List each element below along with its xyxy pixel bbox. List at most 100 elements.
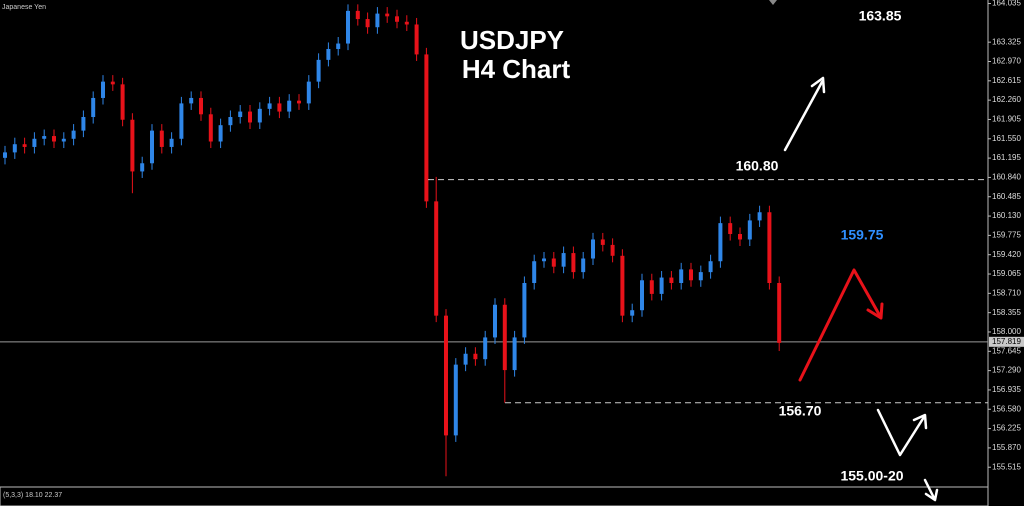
candle-body <box>306 81 311 104</box>
candle-body <box>571 253 576 273</box>
candle-body <box>375 13 380 28</box>
candle-body <box>179 103 184 139</box>
candle-body <box>189 97 194 104</box>
candle-body <box>101 81 105 98</box>
y-tick-label: 156.225 <box>992 424 1021 433</box>
chart-subtitle: H4 Chart <box>462 54 571 84</box>
candle-body <box>747 220 752 240</box>
y-tick-label: 158.710 <box>992 288 1021 297</box>
candle-body <box>218 125 223 142</box>
candle-body <box>600 239 605 245</box>
y-tick-label: 156.935 <box>992 385 1021 394</box>
candle-body <box>757 212 762 221</box>
candle-body <box>551 258 556 267</box>
arrowhead <box>924 488 939 502</box>
plot-area <box>0 4 988 477</box>
candle-body <box>512 337 517 371</box>
y-tick-label: 160.840 <box>992 173 1021 182</box>
candle-body <box>110 81 115 85</box>
candle-body <box>159 130 164 147</box>
annotation: 155.00-20 <box>840 468 903 484</box>
y-tick-label: 159.065 <box>992 269 1021 278</box>
candle-body <box>689 269 693 281</box>
candle-body <box>326 48 331 60</box>
candle-body <box>42 136 47 139</box>
candle-body <box>414 24 419 55</box>
candle-body <box>395 16 399 22</box>
y-tick-label: 162.615 <box>992 76 1021 85</box>
arrow-v <box>876 408 926 457</box>
candle-body <box>248 111 252 123</box>
candle-body <box>522 283 527 338</box>
candle-body <box>463 353 468 365</box>
candle-body <box>708 261 713 273</box>
candle-body <box>610 244 615 256</box>
arrowhead <box>866 302 884 320</box>
candle-body <box>297 100 301 104</box>
candle-body <box>581 258 586 273</box>
arrowhead <box>810 76 826 94</box>
candle-body <box>659 277 664 294</box>
y-tick-label: 162.970 <box>992 57 1021 66</box>
y-tick-label: 159.775 <box>992 230 1021 239</box>
instrument-label: Japanese Yen <box>2 4 46 11</box>
annotation: 159.75 <box>841 227 884 243</box>
arrowhead <box>912 413 928 430</box>
y-tick-label: 160.130 <box>992 211 1021 220</box>
candle-body <box>434 201 439 316</box>
candle-body <box>620 255 625 316</box>
y-tick-label: 155.870 <box>992 443 1021 452</box>
y-tick-label: 159.420 <box>992 250 1021 259</box>
arrow-up <box>783 80 824 152</box>
candle-body <box>81 117 86 131</box>
y-tick-label: 160.485 <box>992 192 1021 201</box>
scenario-arrows <box>783 76 939 502</box>
y-tick-label: 162.260 <box>992 95 1021 104</box>
y-tick-label: 163.325 <box>992 37 1021 46</box>
candle-body <box>91 97 96 118</box>
candle-body <box>424 54 429 202</box>
candle-body <box>346 10 350 44</box>
indicator-label: (5,3,3) 18.10 22.37 <box>3 492 62 499</box>
arrow-red <box>798 268 882 382</box>
candle-body <box>267 103 272 109</box>
current-price-label: 157.819 <box>992 337 1021 346</box>
y-tick-label: 161.550 <box>992 134 1021 143</box>
candle-body <box>473 353 478 360</box>
candle-body <box>493 304 497 338</box>
candle-body <box>453 364 458 436</box>
candle-body <box>483 337 488 360</box>
candle-body <box>32 138 37 147</box>
candle-body <box>71 130 76 139</box>
level-label: 156.70 <box>779 403 822 419</box>
candle-body <box>532 261 537 284</box>
candle-body <box>777 283 782 343</box>
candle-body <box>561 253 566 267</box>
chart-title: USDJPY <box>460 25 564 55</box>
y-tick-label: 161.905 <box>992 115 1021 124</box>
candle-body <box>316 59 321 82</box>
candle-body <box>169 138 174 147</box>
candle-body <box>120 84 125 120</box>
candle-body <box>52 136 56 142</box>
candle-body <box>385 13 390 17</box>
candle-body <box>355 10 360 20</box>
candle-body <box>738 234 742 240</box>
candle-body <box>12 144 17 153</box>
candle-body <box>542 258 546 262</box>
candle-body <box>679 269 684 284</box>
candle-body <box>767 212 772 284</box>
indicator-panel <box>0 486 989 506</box>
y-tick-label: 158.000 <box>992 327 1021 336</box>
candle-body <box>228 117 233 126</box>
candle-body <box>208 114 213 142</box>
y-tick-label: 155.515 <box>992 462 1021 471</box>
candle-body <box>444 315 448 436</box>
candle-body <box>698 272 703 281</box>
candle-body <box>502 304 507 371</box>
y-tick-label: 164.035 <box>992 0 1021 8</box>
candle-body <box>718 223 723 262</box>
